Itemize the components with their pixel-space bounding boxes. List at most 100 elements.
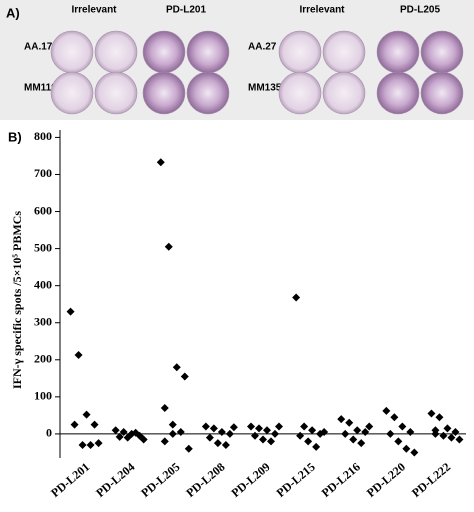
point [300,422,309,431]
point [160,437,169,446]
point [255,424,263,433]
point [398,422,407,431]
point [164,242,173,251]
point [86,441,95,450]
point [394,437,403,446]
point [213,439,222,448]
point [320,428,329,437]
x-tick-label: PD-L215 [274,460,318,500]
point [455,435,464,444]
row-label: AA.17 [24,42,53,53]
point [402,444,411,453]
well [50,71,94,115]
point [304,437,313,446]
point [176,428,185,437]
y-tick-label: 700 [34,166,52,180]
point [201,422,210,431]
point [209,424,218,433]
point [365,422,374,431]
x-tick-label: PD-L208 [183,460,227,500]
x-tick-label: PD-L216 [319,460,363,500]
y-tick-label: 0 [46,426,52,440]
y-tick-label: 100 [34,389,52,403]
y-tick-label: 800 [34,129,52,143]
point [259,435,267,444]
point [308,426,317,435]
y-tick-label: 200 [34,352,52,366]
well [142,71,186,115]
point [225,429,234,438]
x-tick-label: PD-L204 [93,460,137,500]
point [180,372,189,381]
well [322,30,366,74]
x-tick-label: PD-L222 [409,460,453,500]
point [447,433,456,442]
y-tick-label: 500 [34,240,52,254]
x-tick-label: PD-L220 [364,460,408,500]
well [420,30,464,74]
well [420,71,464,115]
point [78,441,87,450]
x-tick-label: PD-L209 [228,460,272,500]
row-label: AA.27 [248,42,277,53]
well [94,30,138,74]
column-label: PD-L201 [166,5,206,16]
y-axis-label: IFN-γ specific spots /5×10⁵ PBMCs [10,211,24,389]
point [172,363,181,372]
column-label: PD-L205 [400,5,440,16]
well [186,30,230,74]
wells [50,30,464,115]
point [337,415,346,424]
point [341,429,350,438]
point [443,424,452,433]
point [115,432,124,441]
point [82,410,91,419]
point [131,428,140,437]
point [386,429,395,438]
x-tick-label: PD-L201 [48,460,92,500]
point [345,418,354,427]
point [168,420,177,429]
point [349,435,358,444]
point [439,431,448,440]
well [322,71,366,115]
well [376,71,420,115]
point [168,429,177,438]
point [70,420,79,429]
point [361,428,370,437]
point [410,448,419,457]
point [263,426,271,435]
point [406,428,415,437]
point [451,428,460,437]
point [251,431,259,440]
point [435,413,444,422]
point [217,428,226,437]
well [142,30,186,74]
point [247,422,255,431]
point [275,422,283,431]
point [160,403,169,412]
point [90,420,99,429]
well [50,30,94,74]
point [205,433,214,442]
well [186,71,230,115]
point [119,428,128,437]
column-label: Irrelevant [71,5,117,16]
x-tick-label: PD-L205 [138,460,182,500]
well [278,71,322,115]
row-label: MM119 [24,83,57,94]
point [156,158,165,167]
point [123,433,132,442]
point [184,444,193,453]
point [390,413,399,422]
well [376,30,420,74]
point [296,431,305,440]
point [357,439,366,448]
panel-label: A) [6,5,20,20]
well [94,71,138,115]
well [278,30,322,74]
point [66,307,75,316]
point [111,426,120,435]
point [267,437,275,446]
